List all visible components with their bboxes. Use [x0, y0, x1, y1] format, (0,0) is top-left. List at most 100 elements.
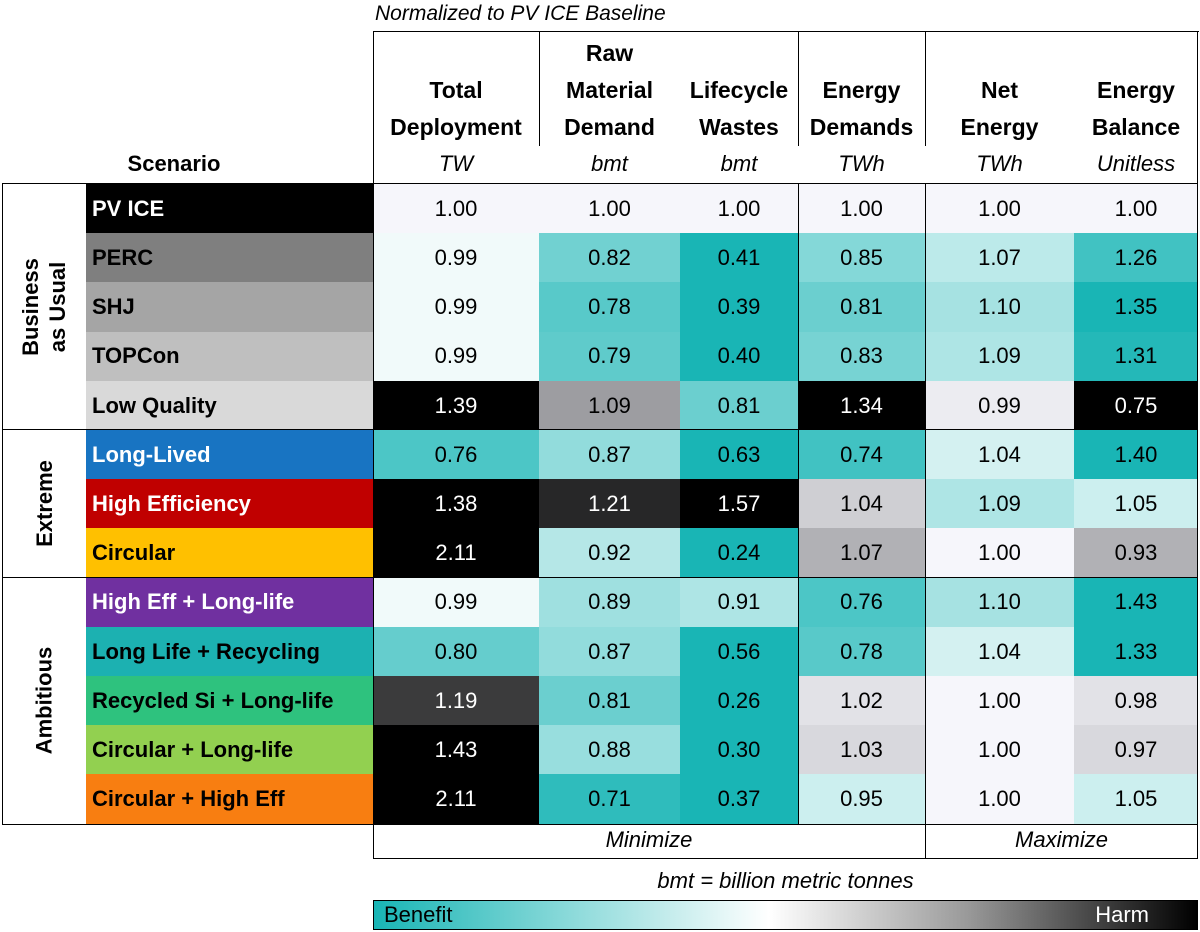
footer-left-border	[373, 823, 374, 858]
group-label-line: Extreme	[31, 460, 57, 548]
value-cell: 0.99	[373, 577, 539, 628]
header-divider	[539, 31, 540, 146]
value-cell: 0.24	[680, 528, 798, 579]
value-cell: 0.76	[798, 577, 925, 628]
value-cell: 1.04	[925, 430, 1074, 480]
column-header-line: Total	[429, 77, 483, 103]
scenario-label: Long-Lived	[86, 430, 373, 480]
value-cell: 1.26	[1074, 233, 1198, 283]
minimize-label: Minimize	[605, 827, 693, 852]
value-cell: 0.87	[539, 626, 680, 677]
value-cell: 0.85	[798, 233, 925, 283]
maximize-label: Maximize	[1015, 827, 1108, 852]
value-cell: 1.07	[798, 528, 925, 579]
scenario-label: High Efficiency	[86, 479, 373, 529]
scenario-label: Long Life + Recycling	[86, 626, 373, 677]
header-divider	[925, 31, 926, 146]
scenario-label: PERC	[86, 233, 373, 283]
data-bottom-border	[2, 823, 1198, 825]
column-unit: TWh	[976, 151, 1023, 176]
group-label-text: Business as Usual	[17, 258, 71, 356]
scenario-label: TOPCon	[86, 331, 373, 382]
scenario-label: Recycled Si + Long-life	[86, 676, 373, 726]
group-label-line: Business	[18, 258, 44, 356]
value-cell: 0.83	[798, 331, 925, 382]
value-cell: 1.35	[1074, 282, 1198, 333]
column-unit: TW	[438, 151, 474, 176]
value-cell: 1.00	[925, 774, 1074, 825]
value-cell: 1.00	[539, 184, 680, 234]
column-header-line: Deployment	[390, 114, 522, 140]
column-header-line: Raw	[585, 40, 634, 66]
value-cell: 0.76	[373, 430, 539, 480]
value-cell: 1.04	[798, 479, 925, 529]
table-left-border	[373, 31, 374, 824]
metric-divider	[798, 184, 799, 824]
value-cell: 0.99	[925, 380, 1074, 431]
scenario-label: Low Quality	[86, 380, 373, 431]
scenario-label: SHJ	[86, 282, 373, 333]
value-cell: 0.40	[680, 331, 798, 382]
value-cell: 0.56	[680, 626, 798, 677]
table-right-border	[1197, 31, 1198, 824]
value-cell: 0.39	[680, 282, 798, 333]
value-cell: 1.00	[798, 184, 925, 234]
value-cell: 0.80	[373, 626, 539, 677]
value-cell: 1.00	[925, 528, 1074, 579]
footer-divider	[925, 823, 926, 858]
value-cell: 1.00	[1074, 184, 1198, 234]
value-cell: 1.04	[925, 626, 1074, 677]
value-cell: 1.00	[925, 676, 1074, 726]
column-header-line: Wastes	[699, 114, 779, 140]
value-cell: 1.09	[925, 479, 1074, 529]
footer-right-border	[1197, 823, 1198, 858]
scenario-label: Circular + Long-life	[86, 725, 373, 775]
scenario-label: High Eff + Long-life	[86, 577, 373, 628]
scenario-label: PV ICE	[86, 184, 373, 234]
group-separator	[2, 429, 1198, 430]
unit-note: bmt = billion metric tonnes	[657, 868, 914, 893]
metric-divider	[925, 184, 926, 824]
column-unit: Unitless	[1096, 151, 1176, 176]
value-cell: 0.91	[680, 577, 798, 628]
value-cell: 0.87	[539, 430, 680, 480]
column-unit: bmt	[591, 151, 628, 176]
value-cell: 1.05	[1074, 479, 1198, 529]
group-label-text: Extreme	[31, 460, 58, 547]
column-header-line: Energy	[1097, 77, 1175, 103]
column-header-line: Demands	[809, 114, 914, 140]
value-cell: 1.33	[1074, 626, 1198, 677]
value-cell: 0.41	[680, 233, 798, 283]
value-cell: 0.81	[539, 676, 680, 726]
column-header-line: Net	[980, 77, 1019, 103]
footer-bottom-border	[373, 858, 1198, 859]
value-cell: 0.89	[539, 577, 680, 628]
legend-benefit-label: Benefit	[384, 902, 453, 927]
column-header: Lifecycle Wastes	[680, 32, 798, 146]
value-cell: 1.40	[1074, 430, 1198, 480]
scenario-label: Circular + High Eff	[86, 774, 373, 825]
value-cell: 0.82	[539, 233, 680, 283]
value-cell: 0.98	[1074, 676, 1198, 726]
value-cell: 1.10	[925, 577, 1074, 628]
value-cell: 2.11	[373, 774, 539, 825]
group-label-line: Ambitious	[31, 646, 57, 755]
chart-title: Normalized to PV ICE Baseline	[375, 2, 666, 25]
group-left-border	[2, 183, 3, 824]
value-cell: 1.39	[373, 380, 539, 431]
data-top-border	[2, 183, 1198, 184]
value-cell: 1.21	[539, 479, 680, 529]
value-cell: 0.63	[680, 430, 798, 480]
legend-harm-label: Harm	[1095, 902, 1149, 927]
group-label-line: as Usual	[45, 261, 71, 353]
value-cell: 1.57	[680, 479, 798, 529]
color-scale-legend: Benefit Harm	[373, 900, 1198, 930]
value-cell: 0.74	[798, 430, 925, 480]
value-cell: 1.43	[1074, 577, 1198, 628]
value-cell: 0.99	[373, 282, 539, 333]
group-label-text: Ambitious	[31, 647, 58, 755]
column-header-line: Energy	[960, 114, 1039, 140]
column-header: Total Deployment	[373, 32, 539, 146]
value-cell: 0.95	[798, 774, 925, 825]
value-cell: 0.99	[373, 233, 539, 283]
